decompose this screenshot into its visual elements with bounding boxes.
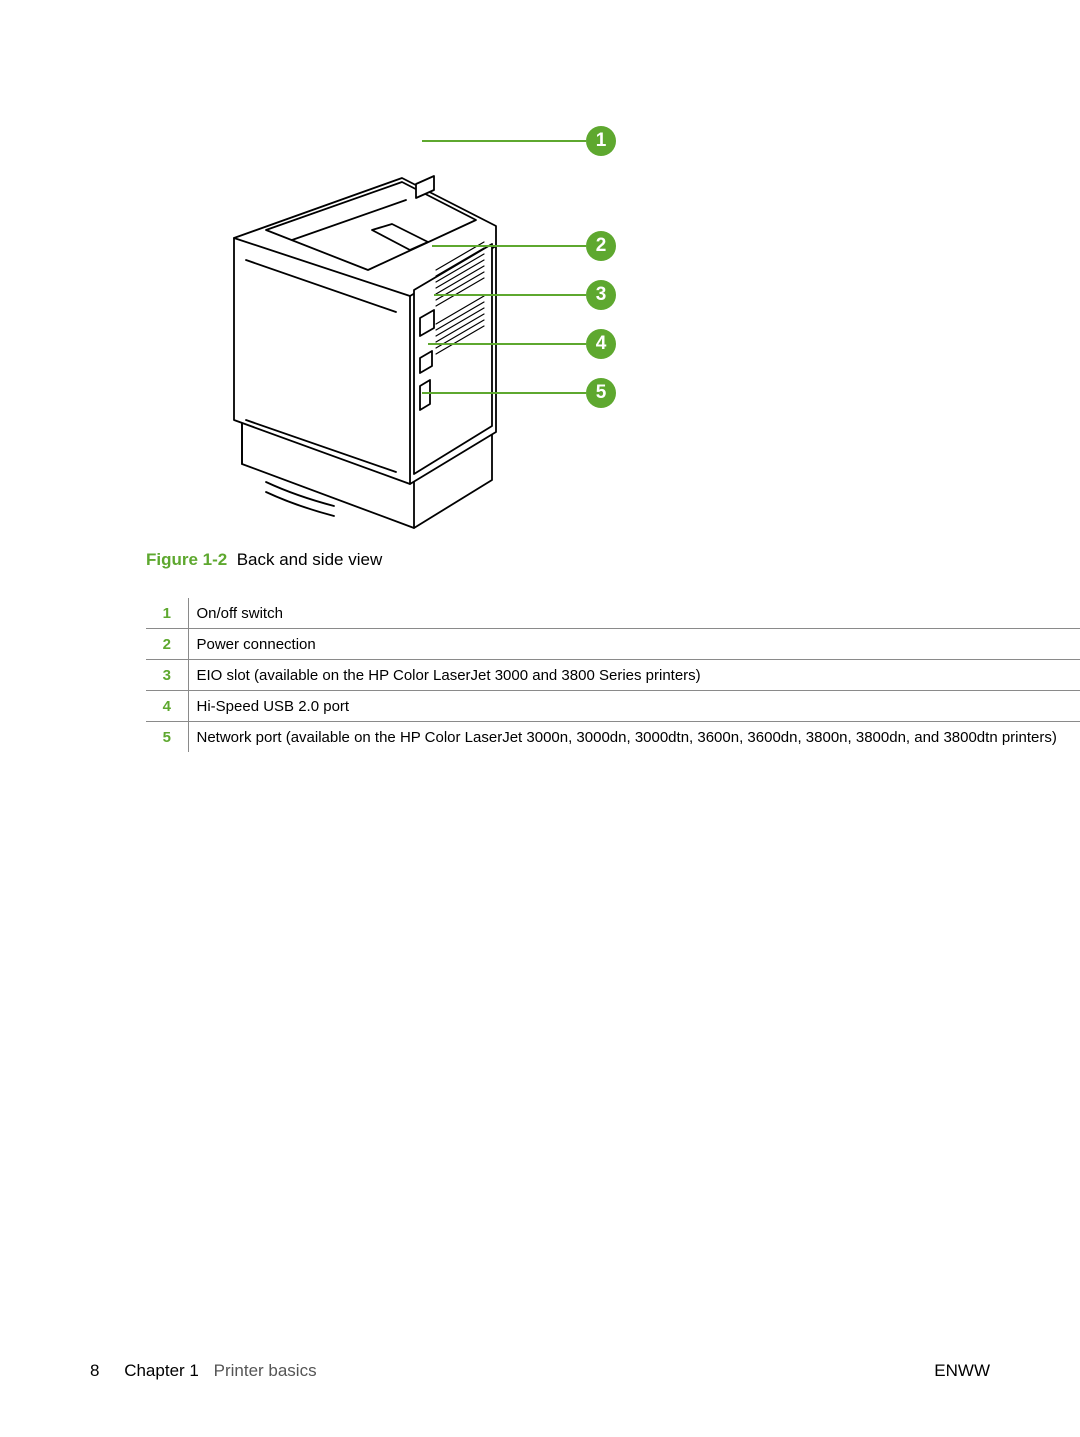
legend-num: 5 [146, 722, 188, 753]
callout-number: 5 [596, 382, 607, 404]
chapter-title: Printer basics [214, 1361, 317, 1380]
legend-num: 1 [146, 598, 188, 629]
page-number: 8 [90, 1361, 99, 1380]
footer-left: 8 Chapter 1 Printer basics [90, 1361, 317, 1381]
callout-number: 1 [596, 130, 607, 152]
table-row: 1 On/off switch [146, 598, 1080, 629]
legend-num: 4 [146, 691, 188, 722]
legend-text: On/off switch [188, 598, 1080, 629]
figure-area: 1 2 3 4 5 [196, 120, 990, 550]
callout-circle-3: 3 [586, 280, 616, 310]
table-row: 2 Power connection [146, 629, 1080, 660]
callout-circle-4: 4 [586, 329, 616, 359]
callout-circle-5: 5 [586, 378, 616, 408]
page-footer: 8 Chapter 1 Printer basics ENWW [0, 1361, 1080, 1381]
callout-number: 4 [596, 333, 607, 355]
callout-number: 2 [596, 235, 607, 257]
callout-number: 3 [596, 284, 607, 306]
callout-line-1 [422, 140, 586, 142]
legend-text: EIO slot (available on the HP Color Lase… [188, 660, 1080, 691]
table-row: 5 Network port (available on the HP Colo… [146, 722, 1080, 753]
figure-caption: Figure 1-2 Back and side view [146, 550, 990, 570]
table-row: 4 Hi-Speed USB 2.0 port [146, 691, 1080, 722]
footer-right: ENWW [934, 1361, 990, 1381]
legend-text: Power connection [188, 629, 1080, 660]
chapter-label: Chapter 1 [124, 1361, 199, 1380]
callout-circle-1: 1 [586, 126, 616, 156]
table-row: 3 EIO slot (available on the HP Color La… [146, 660, 1080, 691]
callout-line-4 [428, 343, 586, 345]
figure-caption-text: Back and side view [237, 550, 383, 569]
callout-line-3 [434, 294, 586, 296]
legend-num: 2 [146, 629, 188, 660]
page-body: 1 2 3 4 5 Figure 1-2 Back and side view … [0, 0, 1080, 1437]
callout-circle-2: 2 [586, 231, 616, 261]
callout-layer: 1 2 3 4 5 [196, 120, 990, 550]
callout-line-2 [432, 245, 586, 247]
legend-text: Hi-Speed USB 2.0 port [188, 691, 1080, 722]
callout-line-5 [422, 392, 586, 394]
legend-table: 1 On/off switch 2 Power connection 3 EIO… [146, 598, 1080, 752]
legend-text: Network port (available on the HP Color … [188, 722, 1080, 753]
figure-label: Figure 1-2 [146, 550, 227, 569]
legend-num: 3 [146, 660, 188, 691]
